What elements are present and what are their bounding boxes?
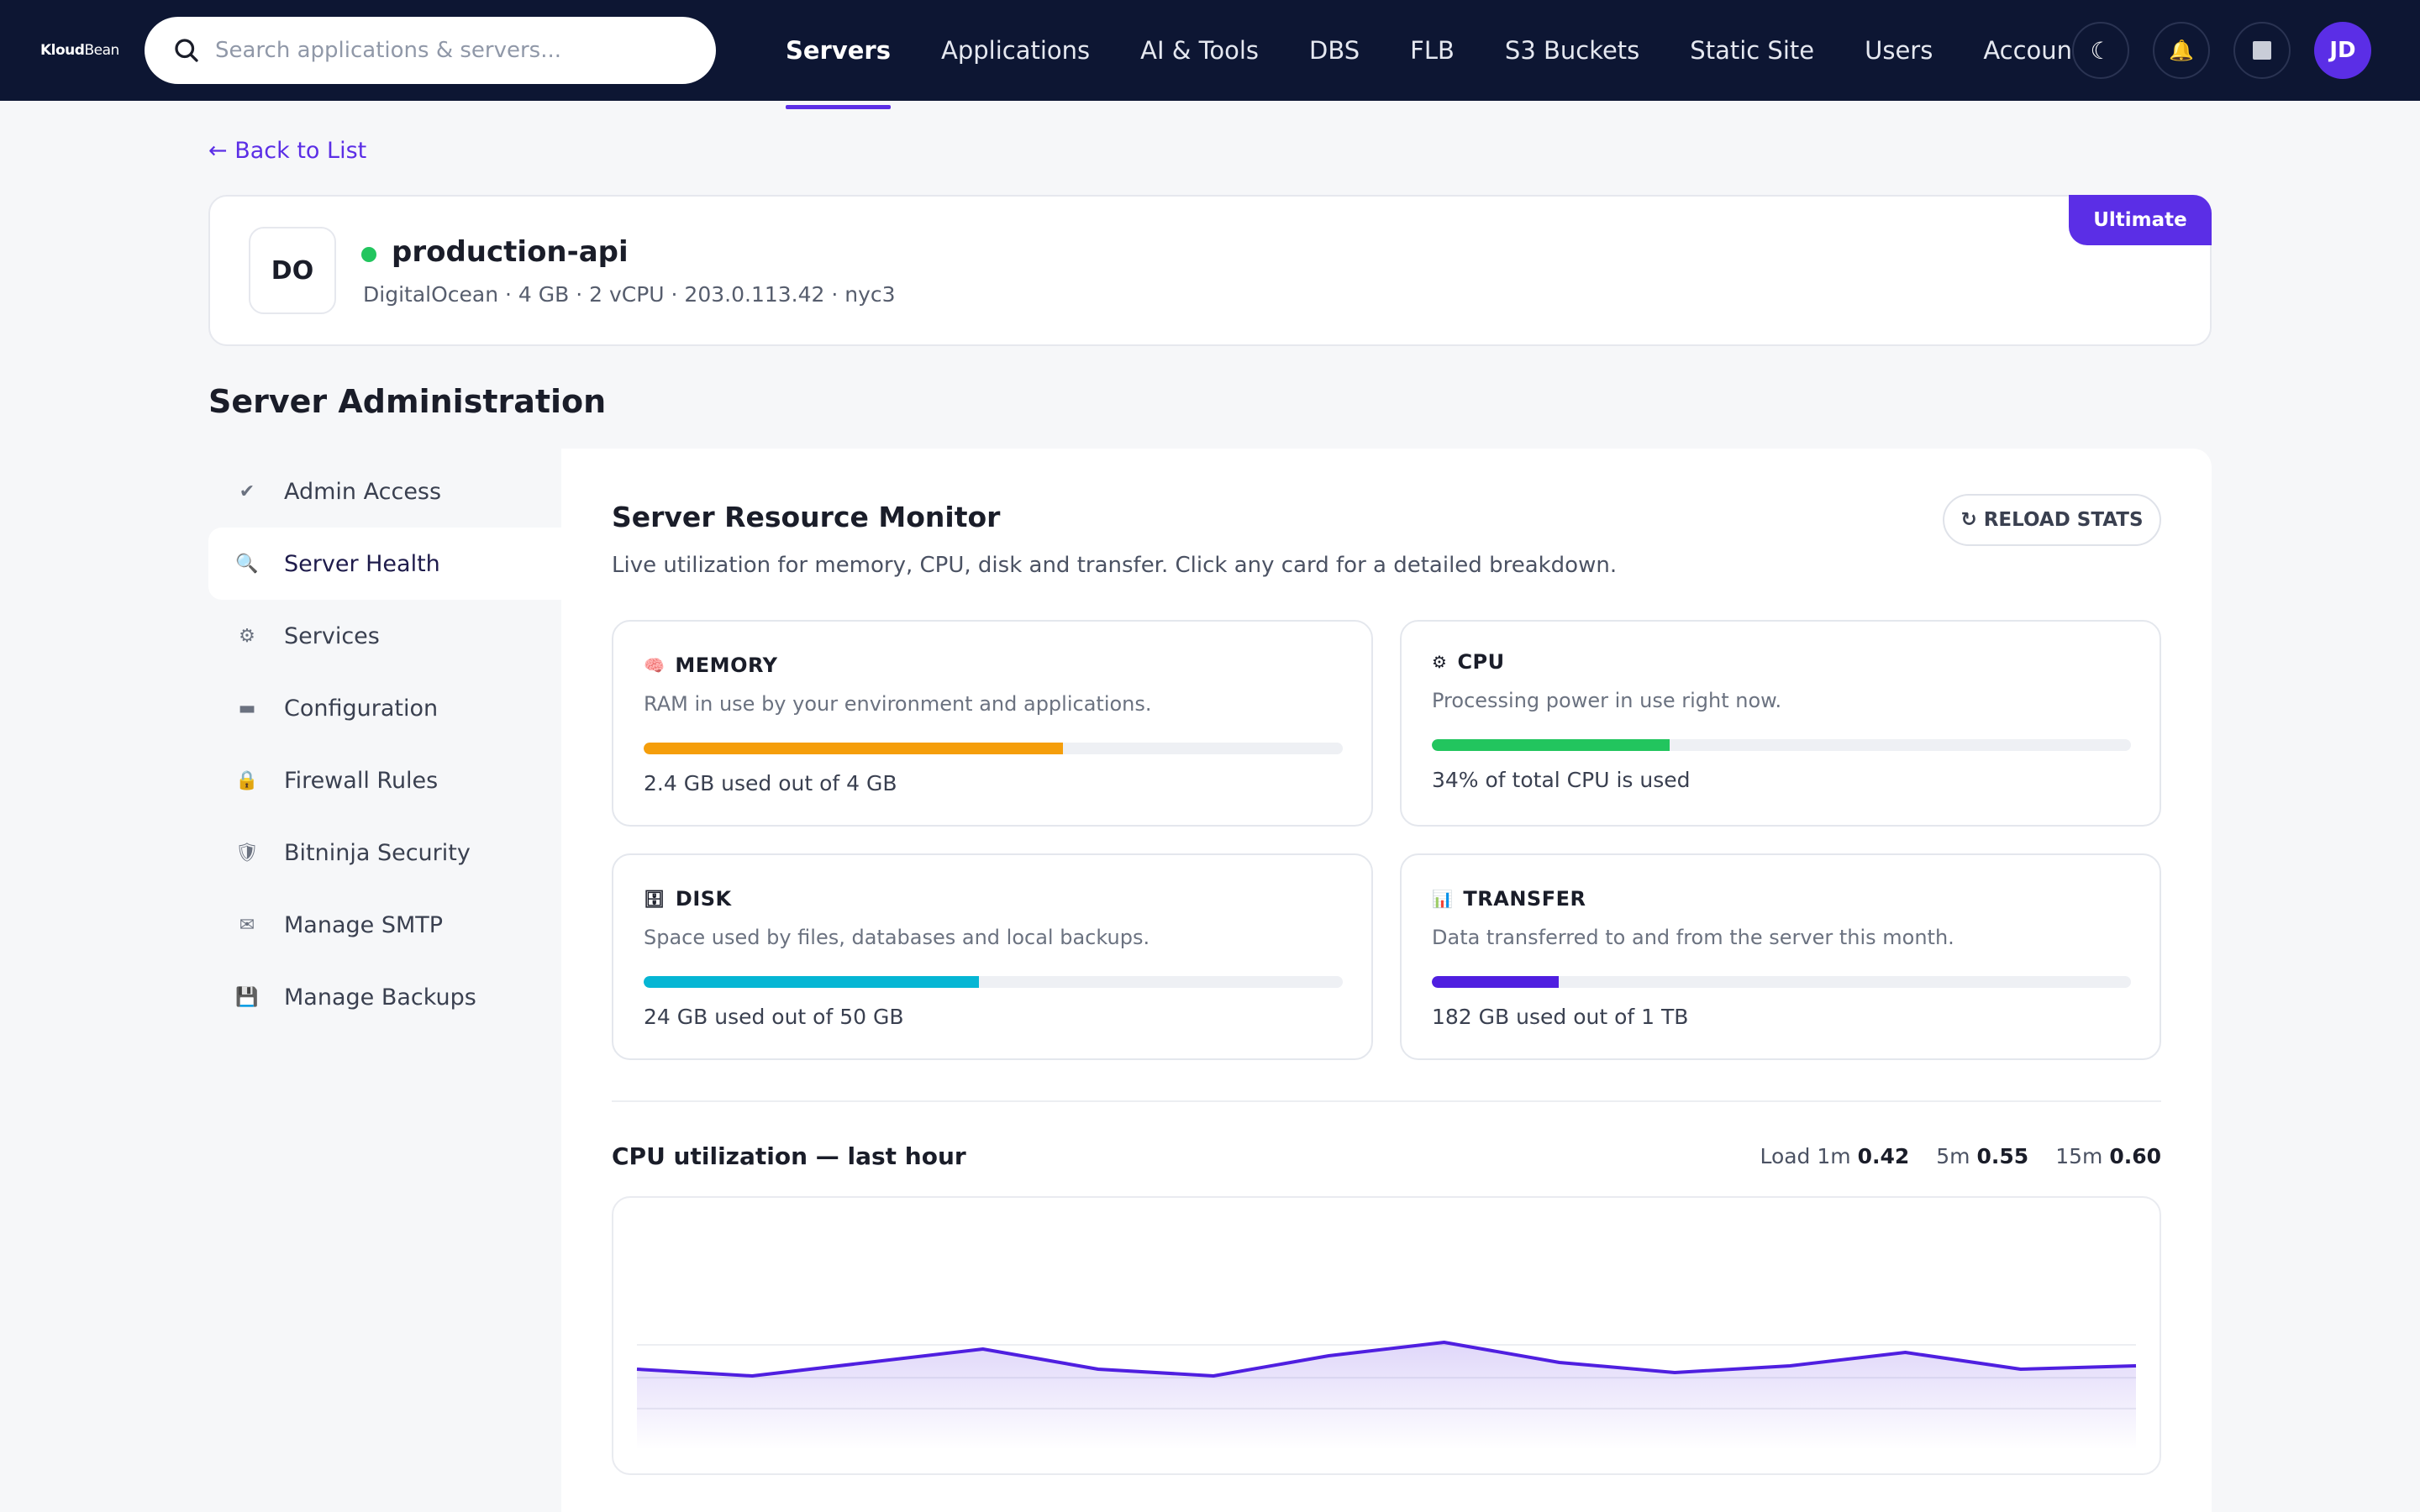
brain-icon: 🧠 (644, 655, 666, 675)
usage-text: 182 GB used out of 1 TB (1432, 1005, 1689, 1029)
cpu-line (636, 1341, 2137, 1378)
cpu-area (637, 1342, 2136, 1450)
server-summary-card: DO production-api DigitalOcean · 4 GB · … (208, 195, 2212, 346)
moon-icon: ☾ (2090, 36, 2112, 65)
panel-title: Server Resource Monitor (612, 501, 1001, 533)
top-icon-group: ☾ 🔔 JD (2072, 22, 2371, 79)
sidebar-item-label: Manage Backups (284, 984, 476, 1011)
card-title: DISK (675, 887, 732, 911)
reload-stats-button[interactable]: ↻ RELOAD STATS (1943, 494, 2161, 546)
usage-bar-fill (1432, 739, 1670, 751)
sidebar-item-services[interactable]: ⚙ Services (208, 600, 561, 672)
usage-text: 2.4 GB used out of 4 GB (644, 771, 897, 795)
usage-bar-fill (1432, 976, 1560, 988)
cpu-chart (612, 1196, 2161, 1475)
sidebar-item-label: Services (284, 622, 380, 649)
magnifier-icon: 🔍 (235, 553, 259, 575)
back-to-list-link[interactable]: ← Back to List (208, 138, 367, 164)
card-title: MEMORY (675, 654, 778, 677)
chart-icon: 📊 (1432, 889, 1454, 909)
search-bar[interactable] (145, 17, 716, 84)
sidebar-item-manage-smtp[interactable]: ✉ Manage SMTP (208, 889, 561, 961)
sidebar-item-label: Firewall Rules (284, 767, 439, 794)
card-title: TRANSFER (1463, 887, 1586, 911)
floppy-icon: 💾 (235, 986, 259, 1008)
shield-icon: 🛡 (235, 842, 259, 864)
gear-icon: ⚙ (239, 625, 255, 647)
usage-bar-fill (644, 976, 980, 988)
mail-icon: ✉ (239, 914, 255, 936)
plan-badge: Ultimate (2069, 195, 2212, 245)
search-icon (175, 39, 198, 62)
sidebar-item-firewall-rules[interactable]: 🔒 Firewall Rules (208, 744, 561, 816)
search-input[interactable] (215, 38, 702, 63)
nav-users[interactable]: Users (1865, 36, 1933, 65)
sidebar-item-label: Server Health (284, 550, 440, 577)
usage-bar (644, 976, 1343, 988)
lock-icon: 🔒 (235, 769, 259, 791)
usage-text: 34% of total CPU is used (1432, 768, 1691, 792)
chart-title: CPU utilization — last hour (612, 1142, 966, 1170)
usage-bar-fill (644, 743, 1064, 754)
square-icon (2253, 41, 2271, 60)
load-1m: Load 1m 0.42 (1760, 1144, 1910, 1168)
gear-icon: ⚙ (1432, 652, 1448, 672)
load-5m: 5m 0.55 (1936, 1144, 2029, 1168)
main-nav: Servers Applications AI & Tools DBS FLB S3 Bu… (786, 0, 2082, 109)
provider-logo: DO (249, 227, 336, 314)
status-indicator (361, 247, 376, 262)
check-icon: ✔ (239, 480, 255, 502)
divider (612, 1100, 2161, 1102)
nav-s3-buckets[interactable]: S3 Buckets (1504, 36, 1640, 65)
nav-static-site[interactable]: Static Site (1690, 36, 1815, 65)
sidebar-item-admin-access[interactable]: ✔ Admin Access (208, 455, 561, 528)
card-description: Space used by files, databases and local… (644, 926, 1150, 949)
card-description: RAM in use by your environment and appli… (644, 692, 1152, 716)
section-title: Server Administration (208, 383, 607, 420)
memory-card[interactable]: 🧠 MEMORY RAM in use by your environment a… (612, 620, 1373, 827)
user-avatar[interactable]: JD (2314, 22, 2371, 79)
usage-bar (1432, 976, 2131, 988)
nav-account[interactable]: Account (1983, 36, 2082, 65)
card-description: Processing power in use right now. (1432, 689, 1782, 712)
cpu-card[interactable]: ⚙ CPU Processing power in use right now. … (1400, 620, 2161, 827)
usage-text: 24 GB used out of 50 GB (644, 1005, 904, 1029)
disk-card[interactable]: 🗄 DISK Space used by files, databases and… (612, 853, 1373, 1060)
bell-icon: 🔔 (2169, 39, 2194, 62)
card-description: Data transferred to and from the server … (1432, 926, 1954, 949)
admin-sidebar: ✔ Admin Access 🔍 Server Health ⚙ Services ▬ Con… (208, 455, 561, 1033)
apps-button[interactable] (2233, 22, 2291, 79)
notifications-button[interactable]: 🔔 (2153, 22, 2210, 79)
disk-icon: 🗄 (644, 889, 666, 909)
panel-description: Live utilization for memory, CPU, disk a… (612, 553, 1618, 578)
top-navbar: KloudBean Servers Applications AI & Tools D… (0, 0, 2420, 109)
load-averages: Load 1m 0.42 5m 0.55 15m 0.60 (1760, 1144, 2161, 1168)
sidebar-item-server-health[interactable]: 🔍 Server Health (208, 528, 561, 600)
brand-logo[interactable]: KloudBean (40, 42, 119, 59)
sidebar-item-label: Configuration (284, 695, 439, 722)
nav-ai-tools[interactable]: AI & Tools (1140, 36, 1260, 65)
theme-toggle-button[interactable]: ☾ (2072, 22, 2129, 79)
sidebar-item-label: Bitninja Security (284, 839, 471, 866)
usage-bar (644, 743, 1343, 754)
resource-monitor-panel: Server Resource Monitor ↻ RELOAD STATS L… (561, 449, 2212, 1512)
transfer-card[interactable]: 📊 TRANSFER Data transferred to and from t… (1400, 853, 2161, 1060)
sidebar-item-label: Admin Access (284, 478, 442, 505)
nav-servers[interactable]: Servers (786, 0, 891, 109)
sidebar-item-manage-backups[interactable]: 💾 Manage Backups (208, 961, 561, 1033)
server-meta: DigitalOcean · 4 GB · 2 vCPU · 203.0.113… (363, 282, 896, 307)
cpu-chart-svg (636, 1341, 2137, 1450)
server-name: production-api (392, 235, 629, 269)
config-icon: ▬ (238, 697, 256, 719)
nav-dbs[interactable]: DBS (1309, 36, 1360, 65)
nav-applications[interactable]: Applications (941, 36, 1091, 65)
sidebar-item-configuration[interactable]: ▬ Configuration (208, 672, 561, 744)
card-title: CPU (1457, 650, 1505, 674)
sidebar-item-label: Manage SMTP (284, 911, 444, 938)
nav-flb[interactable]: FLB (1410, 36, 1455, 65)
load-15m: 15m 0.60 (2055, 1144, 2161, 1168)
sidebar-item-bitninja-security[interactable]: 🛡 Bitninja Security (208, 816, 561, 889)
usage-bar (1432, 739, 2131, 751)
